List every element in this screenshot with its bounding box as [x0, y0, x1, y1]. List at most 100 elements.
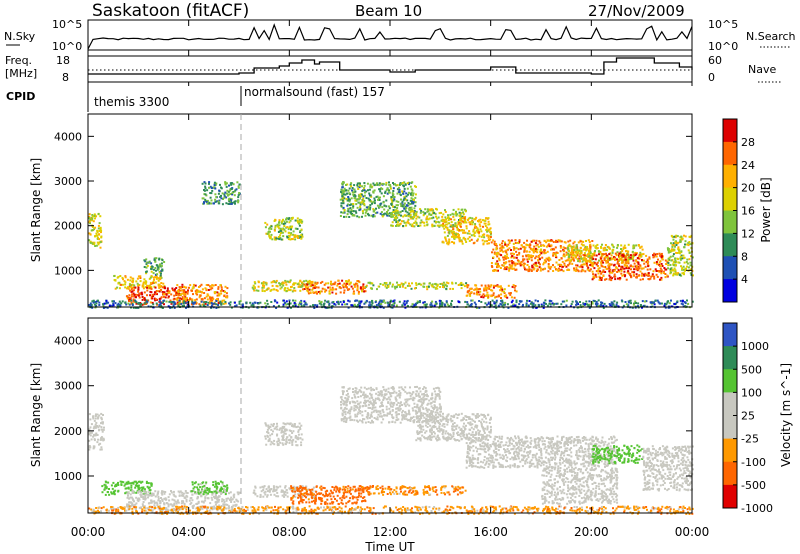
power-colorbar-tick: 12: [741, 227, 755, 240]
power-colorbar-swatch: [723, 210, 737, 234]
velocity-colorbar-tick: -100: [741, 456, 766, 469]
power-region: [251, 279, 317, 293]
nsky-tick-bottom: 10^0: [52, 40, 82, 53]
power-region: [465, 284, 518, 299]
velocity-region: [264, 422, 304, 447]
velocity-colorbar-swatch: [723, 415, 737, 440]
power-region: [591, 252, 669, 282]
freq-panel: Freq. [MHz] 18 8 60 0 Nave: [5, 54, 782, 84]
velocity-region: [591, 444, 644, 465]
velocity-region: [190, 480, 229, 496]
velocity-heatmap: [88, 385, 694, 515]
velocity-cbar-label: Velocity [m s^-1]: [779, 363, 793, 467]
velocity-colorbar-tick: 25: [741, 410, 755, 423]
nave-tick-top: 60: [708, 54, 722, 67]
power-ytick-label: 3000: [54, 175, 82, 188]
velocity-colorbar-tick: -25: [741, 433, 759, 446]
velocity-region: [365, 485, 467, 496]
power-region: [302, 279, 367, 295]
power-colorbar-swatch: [723, 187, 737, 211]
x-axis-label: Time UT: [364, 540, 415, 554]
power-colorbar-tick: 16: [741, 205, 755, 218]
power-ylabel: Slant Range [km]: [29, 158, 43, 262]
nsky-tick-top: 10^5: [52, 18, 82, 31]
velocity-region: [415, 412, 492, 442]
nsearch-tick-top: 10^5: [708, 18, 738, 31]
velocity-colorbar-tick: 100: [741, 386, 762, 399]
velocity-colorbar-tick: 1000: [741, 340, 769, 353]
power-region: [365, 281, 468, 291]
velocity-ylabel: Slant Range [km]: [29, 363, 43, 467]
x-tick-label: 20:00: [574, 525, 609, 539]
velocity-region: [642, 445, 694, 492]
nsearch-label: N.Search: [746, 30, 796, 43]
power-colorbar-swatch: [723, 164, 737, 189]
beam-title: Beam 10: [355, 2, 422, 20]
x-tick-label: 00:00: [675, 525, 710, 539]
station-title: Saskatoon (fitACF): [92, 1, 249, 21]
power-region: [566, 243, 644, 264]
cpid-segment-normalsound: normalsound (fast) 157: [244, 85, 385, 99]
power-heatmap: [88, 181, 694, 309]
power-ytick-label: 4000: [54, 130, 82, 143]
velocity-ytick-label: 2000: [54, 425, 82, 438]
velocity-region: [541, 467, 619, 505]
freq-tick-bottom: 8: [62, 71, 69, 84]
power-colorbar-tick: 24: [741, 159, 755, 172]
power-cbar-label: Power [dB]: [759, 177, 773, 242]
velocity-panel: 1000 2000 3000 4000 Slant Range [km] 1000 50…: [29, 317, 793, 515]
cpid-row: CPID themis 3300 normalsound (fast) 157: [6, 85, 385, 112]
power-region: [264, 216, 304, 241]
power-colorbar: 28 24 20 16 12 8 4: [722, 118, 755, 303]
nsky-panel: N.Sky 10^5 10^0 10^5 10^0 N.Search: [4, 18, 796, 53]
freq-series: [88, 57, 693, 75]
cpid-label: CPID: [6, 90, 35, 103]
power-region: [143, 257, 166, 277]
power-panel: 1000 2000 3000 4000 Slant Range [km] 28 24 20…: [29, 113, 773, 309]
power-region: [88, 212, 103, 249]
power-colorbar-tick: 20: [741, 182, 755, 195]
power-colorbar-swatch: [723, 233, 737, 257]
velocity-colorbar-swatch: [723, 461, 737, 486]
power-colorbar-swatch: [723, 256, 737, 280]
power-colorbar-tick: 8: [741, 250, 748, 263]
x-tick-label: 12:00: [373, 525, 408, 539]
power-ytick-label: 1000: [54, 264, 82, 277]
velocity-colorbar-swatch: [723, 438, 737, 463]
velocity-region: [88, 412, 105, 451]
power-colorbar-swatch: [723, 141, 737, 166]
power-region: [490, 239, 594, 273]
velocity-ytick-label: 1000: [54, 470, 82, 483]
nave-tick-bottom: 0: [708, 71, 715, 84]
velocity-colorbar-tick: -500: [741, 479, 766, 492]
nave-label: Nave: [748, 63, 776, 76]
velocity-region: [88, 505, 694, 515]
power-colorbar-swatch: [723, 119, 737, 143]
freq-label: Freq.: [5, 54, 32, 67]
cpid-segment-themis: themis 3300: [94, 95, 169, 109]
velocity-colorbar: 1000 500 100 25 -25 -100 -500 -1000: [722, 322, 773, 515]
power-colorbar-swatch: [723, 279, 737, 303]
velocity-colorbar-swatch: [723, 484, 737, 509]
power-region: [88, 299, 694, 309]
x-tick-label: 16:00: [473, 525, 508, 539]
x-tick-label: 00:00: [71, 525, 106, 539]
power-region: [339, 181, 418, 219]
velocity-colorbar-swatch: [723, 392, 737, 416]
velocity-region: [339, 385, 442, 424]
velocity-colorbar-swatch: [723, 346, 737, 370]
date-title: 27/Nov/2009: [588, 2, 685, 20]
velocity-colorbar-swatch: [723, 369, 737, 393]
x-tick-label: 04:00: [171, 525, 206, 539]
power-region: [440, 216, 492, 246]
power-ytick-label: 2000: [54, 220, 82, 233]
nsearch-tick-bottom: 10^0: [708, 40, 738, 53]
velocity-colorbar-tick: -1000: [741, 502, 773, 515]
x-axis: 00:00 04:00 08:00 12:00 16:00 20:00 00:00: [71, 20, 710, 539]
nsky-series: [87, 23, 693, 50]
velocity-ytick-label: 3000: [54, 380, 82, 393]
velocity-region: [290, 485, 367, 506]
velocity-ytick-label: 4000: [54, 335, 82, 348]
freq-tick-top: 18: [56, 54, 70, 67]
